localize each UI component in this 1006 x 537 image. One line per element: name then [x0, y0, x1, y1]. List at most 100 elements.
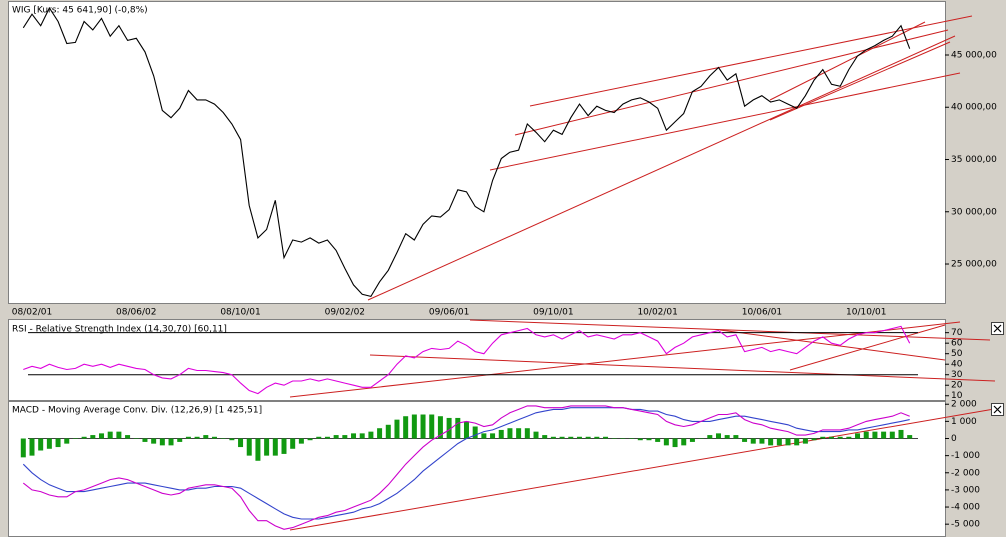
bar	[550, 436, 556, 439]
bar	[689, 438, 695, 442]
bar	[542, 435, 548, 439]
bar	[81, 436, 87, 439]
y-tick-label: -2 000	[951, 468, 980, 478]
bar	[177, 438, 183, 442]
bar	[159, 438, 165, 446]
bar	[272, 438, 278, 456]
close-button[interactable]	[991, 322, 1004, 335]
bar	[646, 438, 652, 441]
close-button[interactable]	[991, 403, 1004, 416]
bar	[820, 436, 826, 439]
bar	[298, 438, 304, 444]
y-tick-label: -3 000	[951, 485, 980, 495]
y-tick-label: 1 000	[951, 417, 977, 427]
bar	[229, 438, 235, 441]
close-icon	[993, 324, 1002, 333]
trend-lines	[289, 15, 1001, 531]
bar	[333, 435, 339, 439]
bar	[776, 438, 782, 446]
chart-title: WIG [Kurs: 45 641,90] (-0,8%)	[12, 6, 148, 16]
trend-line	[514, 29, 949, 136]
bar	[759, 438, 765, 444]
bar	[794, 438, 800, 446]
y-tick-label: -1 000	[951, 451, 980, 461]
y-tick-label: -5 000	[951, 520, 980, 530]
bar	[828, 436, 834, 439]
chart-title: RSI - Relative Strength Index (14,30,70)…	[12, 325, 227, 335]
bar	[324, 436, 330, 439]
bar	[507, 428, 513, 439]
trend-line	[367, 35, 956, 301]
bar	[194, 436, 200, 439]
bar	[264, 438, 270, 456]
bar	[768, 438, 774, 446]
bar	[107, 431, 113, 439]
bar	[655, 438, 661, 442]
x-tick-label: 09/06/01	[429, 308, 469, 318]
y-tick-label: 40	[951, 360, 963, 370]
trend-line	[769, 21, 926, 101]
bar	[889, 431, 895, 439]
bar	[429, 414, 435, 439]
x-tick-label: 08/10/01	[220, 308, 260, 318]
bar	[290, 438, 296, 449]
y-tick-label: -4 000	[951, 503, 980, 513]
y-tick-label: 20	[951, 381, 963, 391]
x-tick-label: 09/02/02	[325, 308, 365, 318]
x-tick-label: 10/02/01	[637, 308, 677, 318]
bar	[38, 438, 44, 451]
bar	[594, 436, 600, 439]
y-tick-label: 2 000	[951, 400, 977, 410]
bar	[455, 417, 461, 439]
bar	[620, 438, 626, 439]
bar	[802, 438, 808, 444]
bar	[872, 431, 878, 439]
trend-line	[769, 41, 951, 121]
close-icon	[993, 405, 1002, 414]
bar	[724, 435, 730, 439]
y-tick-label: 30 000,00	[951, 207, 997, 217]
y-tick-label: 50	[951, 349, 963, 359]
trend-line	[289, 407, 1001, 531]
bar	[46, 438, 52, 449]
bar	[238, 438, 244, 448]
bar	[29, 438, 35, 456]
bar	[411, 414, 417, 439]
macd-panel	[8, 401, 946, 537]
bar	[142, 438, 148, 442]
bar	[20, 438, 26, 458]
y-tick-label: 35 000,00	[951, 155, 997, 165]
bar	[316, 436, 322, 439]
x-tick-label: 10/10/01	[846, 308, 886, 318]
bar	[881, 431, 887, 439]
bar	[368, 431, 374, 439]
line	[22, 407, 910, 520]
bar	[898, 429, 904, 439]
trend-line	[529, 15, 973, 107]
price-panel	[8, 1, 946, 304]
bar	[463, 421, 469, 439]
y-tick-label: 60	[951, 339, 963, 349]
bar	[203, 435, 209, 439]
bar	[855, 433, 861, 439]
bar	[568, 436, 574, 439]
bar	[611, 438, 617, 439]
line	[22, 405, 910, 530]
bar	[637, 438, 643, 441]
chart-title: MACD - Moving Average Conv. Div. (12,26,…	[12, 406, 262, 416]
bar	[811, 438, 817, 441]
bar	[437, 416, 443, 439]
trend-line	[789, 324, 946, 371]
trend-line	[369, 354, 996, 382]
bar	[733, 435, 739, 439]
trend-line	[489, 72, 961, 171]
bar	[907, 435, 913, 439]
bar	[359, 433, 365, 439]
bar	[220, 438, 226, 439]
bar	[168, 438, 174, 446]
bar	[151, 438, 157, 444]
bar	[663, 438, 669, 446]
bar	[498, 429, 504, 439]
